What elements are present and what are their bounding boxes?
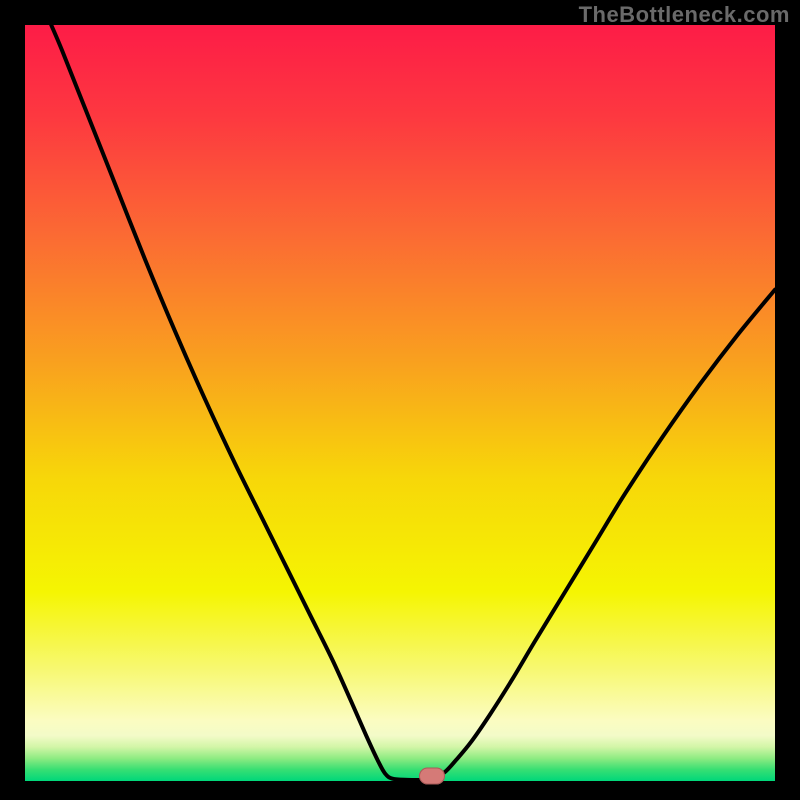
curve-path: [51, 25, 775, 780]
attribution-text: TheBottleneck.com: [579, 2, 790, 28]
optimum-marker: [419, 768, 445, 785]
chart-root: TheBottleneck.com: [0, 0, 800, 800]
plot-area: [25, 25, 775, 781]
bottleneck-curve: [25, 25, 775, 781]
